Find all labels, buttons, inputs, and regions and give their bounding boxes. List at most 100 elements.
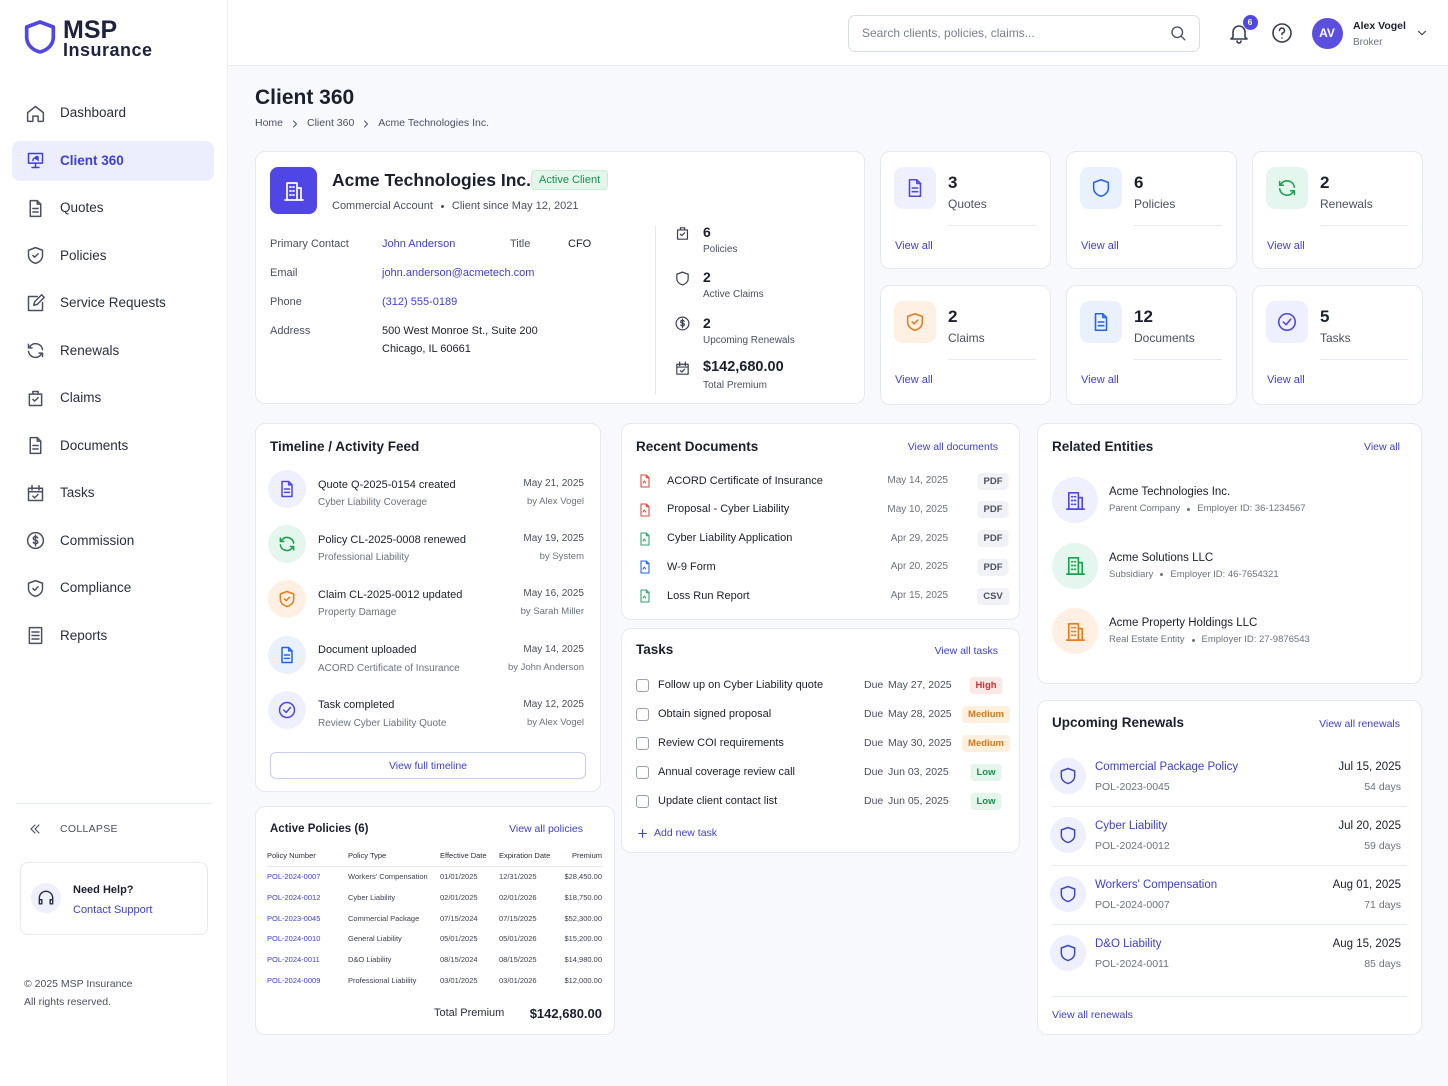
priority-badge: Medium [962,705,1010,723]
nav-item[interactable]: Claims [60,390,102,405]
checkbox[interactable] [636,707,649,721]
view-all-link[interactable]: View all documents [907,440,998,453]
view-all-link[interactable]: View all [1267,373,1305,386]
help-link[interactable]: Contact Support [73,903,153,916]
view-all-link[interactable]: View all [1081,373,1119,386]
separator-dot [1187,507,1191,511]
collapse[interactable]: COLLAPSE [60,822,118,835]
table-cell: D&O Liability [348,955,392,965]
field-value: 500 West Monroe St., Suite 200 [382,324,538,337]
icon-path [1171,26,1186,41]
view-all-link[interactable]: View all policies [509,822,583,835]
icon [279,591,295,608]
renewal-name[interactable]: Commercial Package Policy [1095,761,1239,773]
field-value[interactable]: (312) 555-0189 [382,295,458,308]
table-cell: 08/15/2024 [440,955,478,965]
table-cell[interactable]: POL-2024-0009 [267,976,321,985]
icon [28,390,42,406]
table-cell: 03/01/2025 [440,976,478,985]
icon-path [1230,25,1248,44]
icon-path [26,105,44,122]
checkbox[interactable] [636,765,649,779]
document-name[interactable]: W-9 Form [667,560,716,573]
entity-name[interactable]: Acme Technologies Inc. [1109,486,1231,498]
nav-item[interactable]: Renewals [60,342,120,358]
renewal-name[interactable]: Workers' Compensation [1095,879,1218,891]
add-task[interactable]: Add new task [654,826,718,839]
meta-text: Employer ID: 46-7654321 [1170,568,1279,580]
icon-path [1278,180,1296,196]
view-all-link[interactable]: View all [1081,239,1119,252]
table-cell[interactable]: POL-2024-0012 [267,892,321,902]
breadcrumb-item[interactable]: Home [255,117,284,129]
checkbox[interactable] [636,678,649,692]
field-value: CFO [568,237,592,250]
icon [1060,826,1076,844]
table-cell[interactable]: POL-2024-0007 [267,872,321,881]
icon-path [279,536,295,552]
status-badge: Active Client [531,170,609,190]
icon [27,579,43,597]
nav-item[interactable]: Compliance [60,580,132,595]
breadcrumb-item[interactable]: Client 360 [307,117,355,129]
view-all-link[interactable]: View all [1267,239,1305,252]
checkbox[interactable] [636,794,649,808]
entity-name[interactable]: Acme Solutions LLC [1109,551,1214,564]
document-name[interactable]: Proposal - Cyber Liability [667,503,790,516]
document-name[interactable]: Cyber Liability Application [667,532,793,545]
icon-bg [31,883,61,913]
nav-item[interactable]: Documents [60,437,129,453]
document-name[interactable]: ACORD Certificate of Insurance [667,474,823,487]
activity-title: Task completed [318,699,395,712]
table-cell: 05/01/2025 [440,934,478,944]
timeline-button[interactable] [270,752,586,779]
view-all-link[interactable]: View all tasks [934,644,998,657]
table-cell[interactable]: POL-2023-0045 [267,913,321,923]
view-all-link[interactable]: View all renewals [1319,717,1400,730]
activity-sub: Professional Liability [318,552,410,564]
table-cell[interactable]: POL-2024-0011 [267,955,320,965]
renewal-name[interactable]: D&O Liability [1095,938,1162,950]
icon-path [1417,30,1427,36]
button-label: View full timeline [388,759,468,772]
nav-item[interactable]: Commission [60,532,135,548]
view-all-link[interactable]: View all [895,239,933,252]
search-box[interactable] [848,15,1200,52]
table-cell[interactable]: POL-2024-0010 [267,934,321,944]
meta-text: Subsidiary [1109,568,1154,580]
icon-path [1060,767,1076,785]
nav-item[interactable]: Quotes [60,200,104,215]
field-value[interactable]: john.anderson@acmetech.com [382,266,535,279]
view-all-link[interactable]: View all [1364,440,1400,453]
summary-value: 5 [1320,306,1330,326]
meta-text: Real Estate Entity [1109,634,1185,646]
meta-text: Employer ID: 27-9876543 [1201,634,1310,646]
icon [1230,25,1248,44]
icon-path [640,589,650,603]
icon [38,890,54,905]
table-cell: $14,980.00 [564,955,602,965]
nav-item[interactable]: Tasks [60,485,95,500]
view-all-link[interactable]: View all [895,373,933,386]
nav-item[interactable]: Reports [60,627,108,643]
document-name[interactable]: Loss Run Report [667,589,750,602]
checkbox[interactable] [636,736,649,750]
task-name: Obtain signed proposal [658,707,772,720]
divider [1134,225,1222,226]
nav-item[interactable]: Policies [60,247,107,263]
summary-value: 12 [1134,306,1153,326]
entity-name[interactable]: Acme Property Holdings LLC [1109,617,1258,629]
view-all-link[interactable]: View all renewals [1052,1008,1133,1021]
nav-item[interactable]: Dashboard [60,105,127,120]
summary-label: Tasks [1320,331,1351,345]
table-cell: 02/01/2026 [499,892,537,902]
copyright: All rights reserved. [24,995,111,1008]
divider [655,225,656,395]
nav-item[interactable]: Client 360 [60,152,124,168]
nav-item[interactable]: Service Requests [60,295,166,310]
renewal-name[interactable]: Cyber Liability [1095,820,1168,832]
table-cell: Commercial Package [348,913,420,923]
icon [27,342,43,359]
table-cell: 07/15/2025 [499,913,537,923]
